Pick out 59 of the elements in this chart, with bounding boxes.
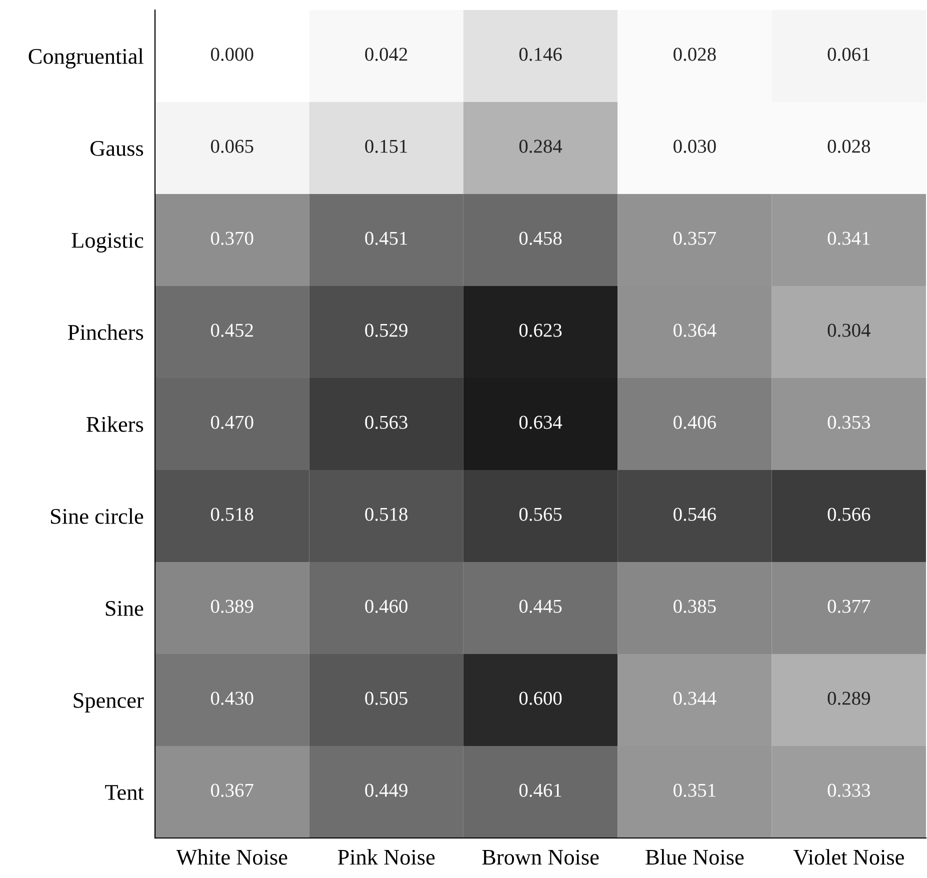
data-label: 0.452 (210, 324, 253, 337)
data-label: 0.042 (365, 48, 408, 61)
x-tick-label: Violet Noise (793, 849, 904, 865)
data-label: 0.030 (674, 140, 716, 153)
data-label: 0.284 (519, 140, 562, 153)
data-label: 0.546 (674, 508, 716, 521)
data-label: 0.000 (210, 48, 254, 61)
data-label: 0.389 (210, 600, 254, 613)
y-tick-label: Sine (106, 600, 144, 616)
data-label: 0.341 (828, 232, 870, 245)
data-label: 0.061 (828, 48, 870, 61)
y-tick-label: Logistic (72, 232, 144, 252)
y-tick-label: Pinchers (68, 324, 144, 340)
data-label: 0.289 (828, 692, 870, 705)
data-label: 0.518 (210, 508, 254, 521)
data-label: 0.406 (674, 416, 716, 429)
data-label: 0.065 (210, 140, 254, 153)
data-label: 0.344 (674, 692, 716, 705)
data-label: 0.451 (365, 232, 408, 245)
data-label: 0.445 (519, 600, 562, 613)
data-label: 0.377 (828, 600, 870, 613)
data-label: 0.563 (365, 416, 408, 429)
data-label: 0.566 (828, 508, 870, 521)
data-label: 0.367 (210, 784, 254, 797)
data-label: 0.623 (519, 324, 562, 337)
y-tick-label: Tent (105, 785, 144, 800)
data-label: 0.146 (519, 48, 562, 61)
y-tick-label: Congruential (28, 48, 144, 69)
data-label: 0.529 (365, 324, 408, 337)
data-label: 0.518 (365, 508, 408, 521)
data-label: 0.351 (674, 784, 716, 797)
x-tick-label: White Noise (176, 849, 288, 865)
data-label: 0.449 (365, 784, 408, 797)
data-label: 0.304 (828, 324, 870, 337)
data-label: 0.385 (674, 600, 716, 613)
data-label: 0.370 (210, 232, 254, 245)
data-label: 0.565 (519, 508, 562, 521)
x-tick-label: Pink Noise (338, 849, 435, 865)
data-label: 0.028 (674, 48, 716, 61)
data-label: 0.364 (674, 324, 716, 337)
x-tick-label: Blue Noise (646, 849, 744, 865)
y-tick-label: Rikers (86, 416, 144, 432)
x-tick-label: Brown Noise (482, 850, 599, 865)
data-label: 0.151 (365, 140, 408, 153)
data-label: 0.028 (828, 140, 870, 153)
data-label: 0.505 (365, 692, 408, 705)
y-tick-label: Gauss (90, 140, 144, 156)
y-tick-label: Spencer (74, 692, 144, 712)
data-label: 0.470 (210, 416, 254, 429)
data-label: 0.634 (519, 416, 562, 429)
data-label: 0.461 (519, 784, 562, 797)
data-label: 0.600 (519, 692, 562, 705)
data-label: 0.353 (828, 416, 870, 429)
data-label: 0.333 (828, 784, 870, 797)
data-label: 0.458 (519, 232, 562, 245)
data-label: 0.357 (674, 232, 716, 245)
y-tick-label: Sine circle (50, 508, 144, 524)
data-label: 0.430 (210, 692, 254, 705)
data-label: 0.460 (365, 600, 408, 613)
